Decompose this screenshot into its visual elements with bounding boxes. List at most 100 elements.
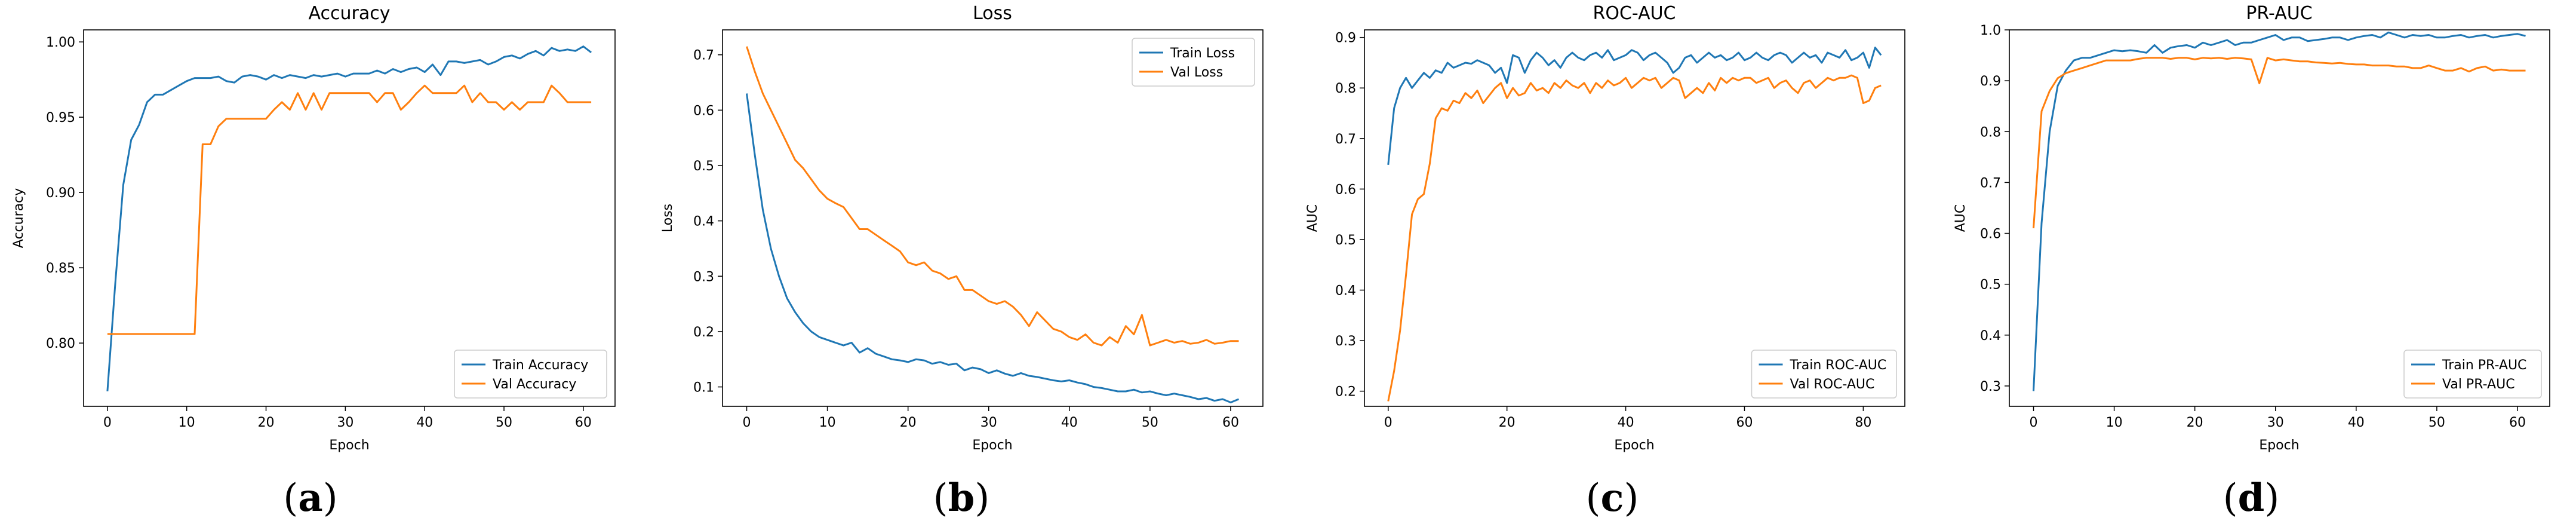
panel-b-ytick-label: 0.1	[693, 381, 714, 396]
panel-c-xtick-label: 60	[1736, 415, 1753, 430]
panel-d-caption: (d)	[2223, 476, 2280, 520]
panel-b-xtick-label: 20	[900, 415, 917, 430]
panel-c-series-val-line	[1387, 74, 1882, 402]
panel-c-legend	[1751, 350, 1897, 399]
panel-d: PR-AUC Epoch AUC (d) 0 10 20 30 40 50 60 0.3 0.4…	[1953, 3, 2550, 520]
panel-d-ytick-label: 0.9	[1980, 74, 2001, 89]
panel-a-xlabel: Epoch	[329, 438, 369, 453]
panel-c-xlabel: Epoch	[1614, 438, 1654, 453]
panel-a-caption: (a)	[283, 476, 337, 520]
panel-b-ytick-label: 0.4	[693, 215, 714, 229]
panel-b-caption-letter: b	[948, 476, 975, 520]
panel-b-legend-label-train: Train Loss	[1170, 46, 1235, 61]
panel-d-title: PR-AUC	[2246, 3, 2312, 24]
panel-d-ytick-label: 0.5	[1980, 278, 2001, 293]
panel-c-xtick-label: 0	[1384, 415, 1392, 430]
panel-a-series-train-line	[106, 45, 592, 391]
panel-a-xtick-label: 50	[496, 415, 512, 430]
panel-b-caption: (b)	[933, 476, 990, 520]
panel-a-axes-frame	[83, 29, 616, 407]
panel-c-caption: (c)	[1586, 476, 1639, 520]
panel-b-ytick-label: 0.7	[693, 48, 714, 63]
panel-c-xtick-label: 40	[1618, 415, 1634, 430]
panel-d-xtick-label: 30	[2267, 415, 2284, 430]
panel-d-xtick-label: 10	[2106, 415, 2123, 430]
panel-b-series-train-line	[746, 93, 1240, 403]
panel-b-legend	[1132, 38, 1255, 87]
panel-d-xtick-label: 20	[2187, 415, 2203, 430]
panel-c-ylabel: AUC	[1305, 204, 1320, 232]
panel-d-series-val-line	[2033, 57, 2526, 229]
panel-a-legend	[454, 350, 607, 399]
panel-a-title: Accuracy	[309, 3, 391, 24]
panel-d-ytick-label: 0.6	[1980, 227, 2001, 242]
panel-c-ytick-label: 0.7	[1335, 132, 1356, 147]
panel-b-axes-frame	[722, 29, 1264, 407]
panel-b: Loss Epoch Loss (b) 0 10 20 30 40 50 60 0.1 0.2 0…	[660, 3, 1264, 520]
panel-c-xtick-label: 20	[1499, 415, 1516, 430]
panel-a-legend-label-train: Train Accuracy	[492, 358, 588, 373]
panel-a-ytick-label: 0.95	[46, 111, 75, 125]
panel-a-ytick-label: 1.00	[46, 35, 75, 50]
panel-a: Accuracy Epoch Accuracy (a) 0 10 20 30 40 50 6…	[11, 3, 616, 520]
panel-d-xtick-label: 50	[2429, 415, 2445, 430]
panel-d-legend	[2403, 350, 2542, 399]
panel-b-xtick-label: 30	[980, 415, 997, 430]
panel-b-ylabel: Loss	[660, 204, 675, 232]
panel-d-axes-frame	[2009, 29, 2550, 407]
panel-d-xlabel: Epoch	[2259, 438, 2299, 453]
panel-b-xtick-label: 10	[819, 415, 836, 430]
panel-d-xtick-label: 60	[2509, 415, 2526, 430]
panel-b-ytick-label: 0.5	[693, 159, 714, 174]
panel-d-ytick-label: 0.4	[1980, 329, 2001, 344]
panel-a-caption-letter: a	[298, 476, 322, 520]
panel-b-xtick-label: 40	[1061, 415, 1078, 430]
panel-d-legend-label-val: Val PR-AUC	[2442, 377, 2515, 392]
panel-a-ytick-label: 0.90	[46, 186, 75, 201]
panel-d-series-train-line	[2033, 31, 2526, 391]
panel-d-ytick-label: 0.7	[1980, 176, 2001, 191]
panel-a-ytick-label: 0.85	[46, 261, 75, 276]
panel-c-ytick-label: 0.2	[1335, 385, 1356, 400]
panel-d-ytick-label: 0.8	[1980, 125, 2001, 140]
panel-b-ytick-label: 0.3	[693, 269, 714, 284]
panel-c-ytick-label: 0.8	[1335, 81, 1356, 96]
panel-d-ytick-label: 0.3	[1980, 379, 2001, 394]
panel-c-ytick-label: 0.5	[1335, 233, 1356, 248]
panel-a-xtick-label: 60	[575, 415, 592, 430]
panel-b-title: Loss	[973, 3, 1012, 24]
panel-b-xtick-label: 0	[743, 415, 751, 430]
panel-b-xtick-label: 60	[1222, 415, 1239, 430]
panel-a-xtick-label: 30	[337, 415, 353, 430]
panel-c-ytick-label: 0.9	[1335, 31, 1356, 46]
panel-c-series-train-line	[1387, 47, 1882, 165]
panel-b-xlabel: Epoch	[972, 438, 1012, 453]
panel-c-ytick-label: 0.4	[1335, 284, 1356, 299]
panel-b-legend-label-val: Val Loss	[1170, 65, 1223, 80]
panel-a-legend-label-val: Val Accuracy	[493, 377, 576, 392]
panel-c-legend-label-train: Train ROC-AUC	[1790, 358, 1887, 373]
panel-d-ytick-label: 1.0	[1980, 23, 2001, 38]
panel-d-legend-label-train: Train PR-AUC	[2442, 358, 2526, 373]
panel-a-ylabel: Accuracy	[11, 188, 26, 248]
panel-c-legend-label-val: Val ROC-AUC	[1790, 377, 1875, 392]
panel-d-caption-letter: d	[2238, 476, 2265, 520]
panel-b-series-val-line	[746, 46, 1239, 347]
panel-d-xtick-label: 0	[2030, 415, 2038, 430]
panel-a-xtick-label: 40	[416, 415, 433, 430]
panel-b-ytick-label: 0.6	[693, 103, 714, 118]
panel-b-xtick-label: 50	[1142, 415, 1158, 430]
panel-c-title: ROC-AUC	[1593, 3, 1676, 24]
panel-c: ROC-AUC Epoch AUC (c) 0 20 40 60 80 0.2 0.3 0.4…	[1305, 3, 1905, 520]
panel-b-ytick-label: 0.2	[693, 325, 714, 340]
panel-a-series-val-line	[107, 84, 592, 335]
panel-a-xtick-label: 20	[258, 415, 275, 430]
panel-a-ytick-label: 0.80	[46, 336, 75, 351]
panel-c-axes-frame	[1364, 29, 1905, 407]
panel-c-xtick-label: 80	[1855, 415, 1871, 430]
panel-c-ytick-label: 0.6	[1335, 182, 1356, 197]
panel-d-ylabel: AUC	[1953, 204, 1968, 232]
panel-a-xtick-label: 0	[103, 415, 112, 430]
panel-a-xtick-label: 10	[179, 415, 195, 430]
